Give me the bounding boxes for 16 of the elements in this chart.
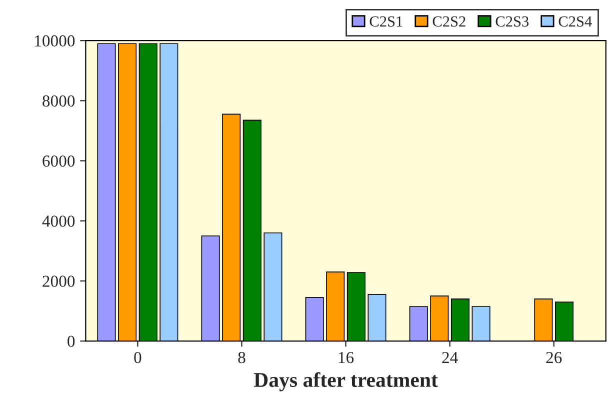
y-tick-label: 10000 [35,35,75,47]
x-axis-title: Days after treatment [254,372,438,392]
y-tick-label: 6000 [42,155,75,167]
y-tick-label: 4000 [42,216,75,227]
y-tick-label: 2000 [42,276,75,287]
x-tick-label: 24 [442,352,458,364]
x-tick-label: 26 [546,352,562,364]
x-tick-label: 16 [338,352,354,364]
legend-label: C2S3 [496,16,529,27]
x-tick-label: 8 [238,352,246,364]
legend-label: C2S4 [558,16,592,27]
legend-label: C2S1 [370,16,402,27]
y-tick-label: 0 [68,336,75,347]
legend-label: C2S2 [432,16,466,27]
x-tick-label: 0 [134,352,142,364]
y-tick-label: 8000 [42,95,75,107]
